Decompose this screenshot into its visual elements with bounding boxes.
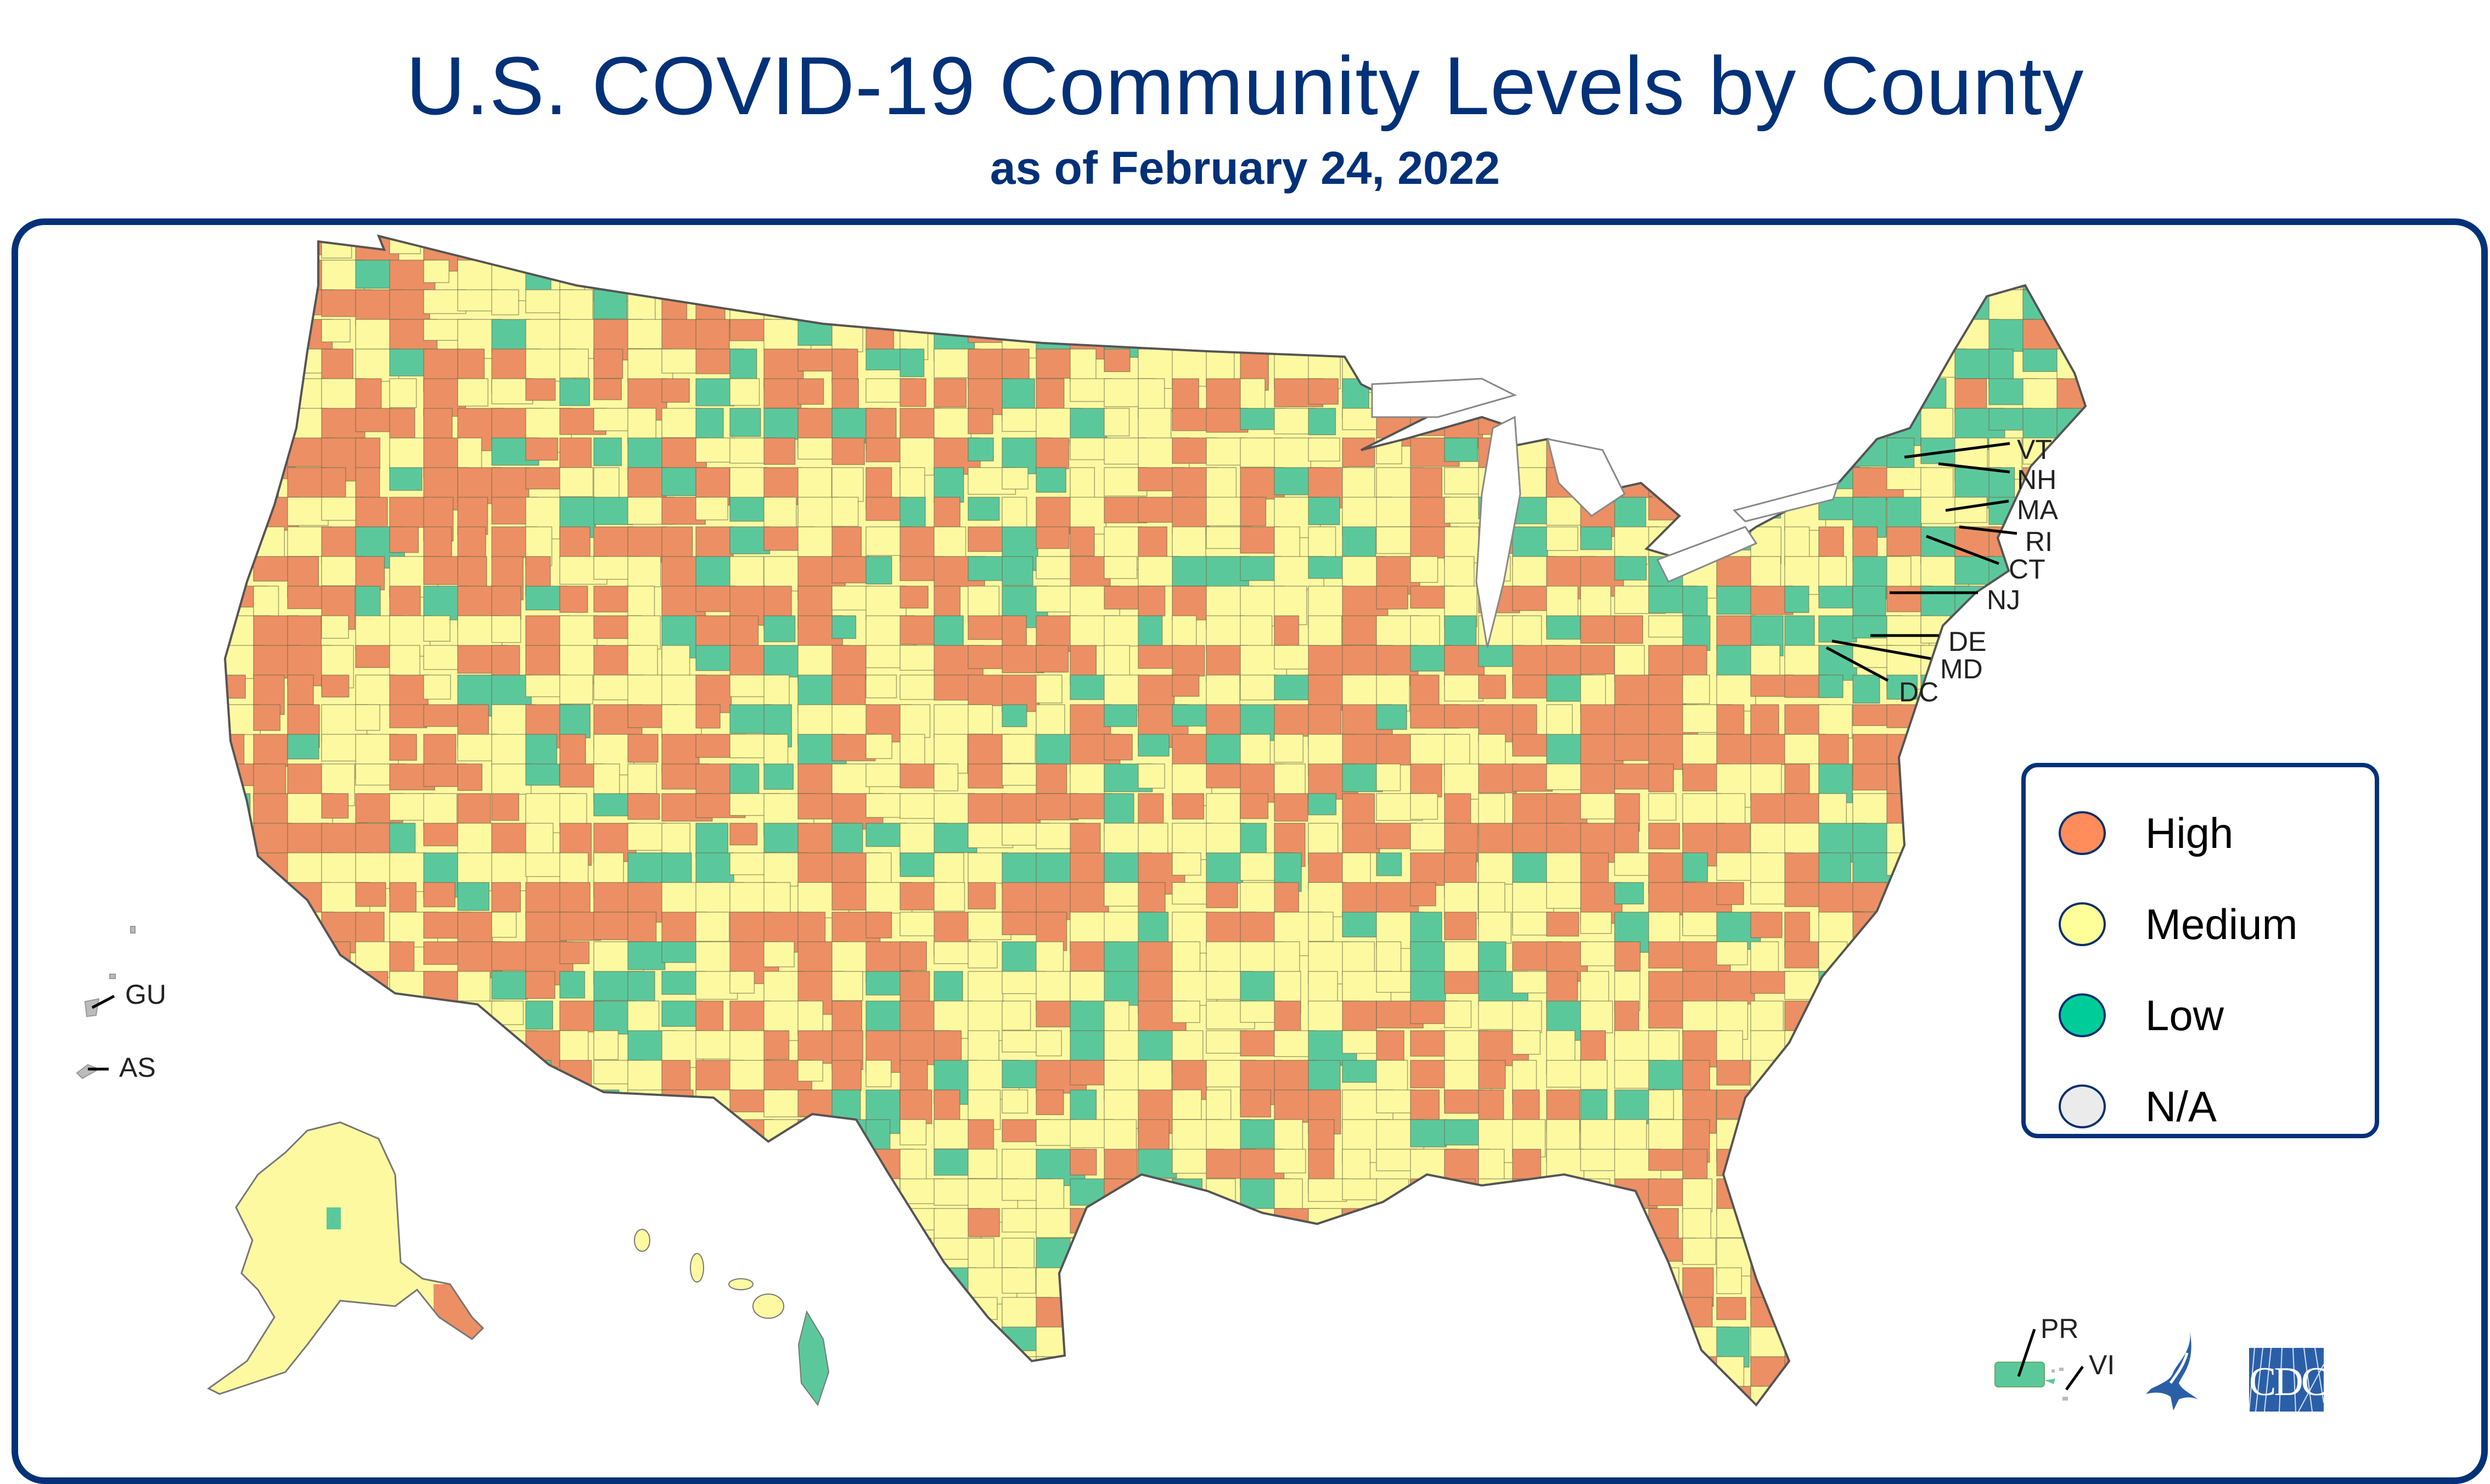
na-swatch-icon <box>2059 1084 2106 1128</box>
label-pr: PR <box>2041 1313 2079 1344</box>
medium-swatch-icon <box>2059 902 2106 946</box>
legend-item-high: High <box>2059 806 2233 861</box>
legend-label: N/A <box>2145 1082 2217 1131</box>
guam-shape <box>84 926 136 1018</box>
county-tiles <box>225 236 2086 1405</box>
alaska-outline <box>207 1121 485 1395</box>
legend-label: Low <box>2145 991 2224 1039</box>
leader-lines <box>88 442 2084 1391</box>
cdc-logo: CDC <box>2249 1348 2324 1412</box>
map-subtitle: as of February 24, 2022 <box>990 142 1500 194</box>
label-de: DE <box>1948 626 1987 657</box>
legend-item-na: N/A <box>2059 1079 2217 1134</box>
label-as: AS <box>119 1052 156 1083</box>
puerto-rico-shape <box>1994 1362 2055 1387</box>
label-gu: GU <box>125 979 166 1010</box>
label-nh: NH <box>2017 464 2057 495</box>
label-vi: VI <box>2089 1350 2115 1380</box>
label-ma: MA <box>2017 494 2058 525</box>
legend: High Medium Low N/A <box>2021 763 2379 1138</box>
hhs-eagle-logo-icon <box>2146 1331 2198 1410</box>
legend-label: High <box>2145 808 2234 857</box>
label-ri: RI <box>2025 526 2053 557</box>
high-swatch-icon <box>2059 811 2106 855</box>
label-nj: NJ <box>1987 584 2021 615</box>
american-samoa-shape <box>76 1064 100 1080</box>
low-swatch-icon <box>2059 993 2106 1037</box>
virgin-islands-shape <box>2051 1368 2068 1401</box>
legend-item-medium: Medium <box>2059 897 2297 952</box>
legend-item-low: Low <box>2059 988 2224 1043</box>
hawaii <box>634 1229 830 1407</box>
label-md: MD <box>1940 654 1983 684</box>
cdc-logo-text: CDC <box>2249 1359 2324 1404</box>
cdc-rays-icon <box>2249 1348 2324 1412</box>
label-ct: CT <box>2009 554 2045 584</box>
great-lakes <box>1371 378 1840 648</box>
map-title: U.S. COVID-19 Community Levels by County <box>406 40 2084 132</box>
legend-label: Medium <box>2145 900 2298 948</box>
label-dc: DC <box>1899 677 1939 707</box>
label-vt: VT <box>2017 434 2052 465</box>
